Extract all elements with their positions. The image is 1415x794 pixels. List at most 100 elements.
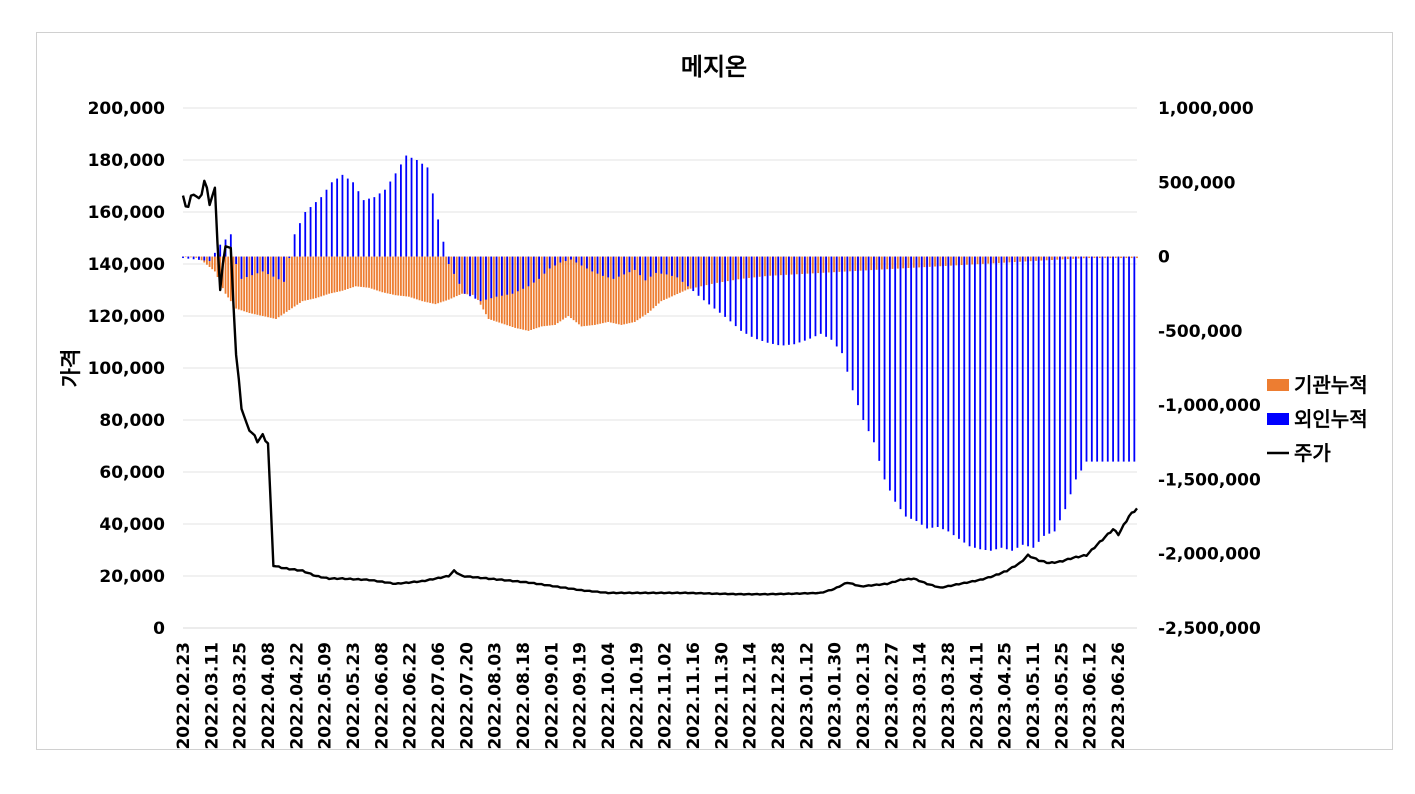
institution-bar xyxy=(423,256,426,302)
institution-bar xyxy=(259,256,261,316)
foreign-bar xyxy=(378,193,381,257)
institution-bar xyxy=(261,256,264,316)
institution-bar xyxy=(607,256,610,322)
institution-bar xyxy=(235,256,238,309)
foreign-bar xyxy=(1059,256,1061,521)
institution-bar xyxy=(641,256,644,317)
institution-bar xyxy=(960,256,963,266)
institution-bar xyxy=(554,256,556,325)
institution-bar xyxy=(599,256,602,324)
foreign-bar xyxy=(474,256,477,299)
institution-bar xyxy=(445,256,447,301)
institution-bar xyxy=(966,256,968,265)
y2-tick-label: -1,500,000 xyxy=(1158,470,1261,490)
institution-bar xyxy=(1045,256,1048,261)
foreign-bar xyxy=(357,191,360,257)
foreign-bar xyxy=(931,256,934,528)
institution-bar xyxy=(477,256,479,300)
institution-bar xyxy=(514,256,517,328)
foreign-bar xyxy=(485,256,487,300)
institution-bar xyxy=(373,256,376,290)
institution-bar xyxy=(849,256,851,272)
foreign-bar xyxy=(187,256,190,259)
institution-bar xyxy=(785,256,788,275)
institution-bar xyxy=(200,256,203,261)
institution-bar xyxy=(1067,256,1069,260)
foreign-bar xyxy=(384,189,386,257)
institution-bar xyxy=(570,256,572,319)
institution-bar xyxy=(415,256,418,300)
institution-bar xyxy=(482,256,485,310)
institution-bar xyxy=(612,256,615,324)
x-axis: 2022.02.23 2022.03.11 2022.03.25 2022.04.08… xyxy=(174,642,1129,750)
institution-bar xyxy=(631,256,633,323)
institution-bar xyxy=(330,256,333,294)
foreign-bar xyxy=(442,241,445,257)
y-tick-label: 0 xyxy=(153,619,165,639)
foreign-bar xyxy=(1096,256,1099,462)
institution-bar xyxy=(285,256,288,312)
institution-bar xyxy=(434,256,437,305)
institution-bar xyxy=(896,256,899,269)
institution-bar xyxy=(272,256,275,319)
institution-bar xyxy=(580,256,583,327)
institution-bar xyxy=(774,256,777,276)
x-tick-label: 2022.10.19 xyxy=(627,642,647,750)
foreign-bar xyxy=(495,256,498,297)
foreign-bar xyxy=(676,256,679,278)
institution-bar xyxy=(227,256,230,298)
foreign-bar xyxy=(548,256,551,269)
institution-bar xyxy=(716,256,719,283)
institution-bar xyxy=(208,256,211,267)
foreign-bar xyxy=(697,256,700,296)
institution-bar xyxy=(392,256,394,295)
institution-bar xyxy=(394,256,397,296)
y2-tick-label: -2,500,000 xyxy=(1158,619,1261,639)
foreign-bar xyxy=(830,256,833,340)
foreign-bar xyxy=(803,256,806,341)
foreign-bar xyxy=(506,256,509,295)
left-axis: 200,000 180,000 160,000 140,000 120,000 100,0… xyxy=(88,99,166,639)
institution-bar xyxy=(397,256,400,296)
foreign-bar xyxy=(203,256,206,261)
foreign-bar xyxy=(336,178,339,257)
institution-bar xyxy=(806,256,809,274)
x-tick-label: 2022.10.04 xyxy=(599,642,619,750)
foreign-bar xyxy=(341,174,344,257)
institution-bar xyxy=(384,256,386,293)
foreign-bar xyxy=(330,182,333,257)
institution-bar xyxy=(655,256,657,306)
x-tick-label: 2023.02.27 xyxy=(882,642,902,750)
foreign-bar xyxy=(1074,256,1077,480)
institution-bar xyxy=(551,256,554,326)
institution-bar xyxy=(1109,256,1112,259)
institution-bar xyxy=(312,256,315,299)
foreign-bar xyxy=(809,256,812,339)
x-tick-label: 2023.03.14 xyxy=(911,642,931,750)
institution-bar xyxy=(466,256,469,295)
x-tick-label: 2022.11.30 xyxy=(712,642,732,750)
institution-bar xyxy=(753,256,756,278)
foreign-bar xyxy=(920,256,923,525)
institution-bar xyxy=(216,256,219,277)
foreign-bar xyxy=(766,256,769,343)
institution-bar xyxy=(546,256,548,326)
institution-bar xyxy=(229,256,232,302)
foreign-bar xyxy=(750,256,753,337)
institution-bar xyxy=(437,256,440,304)
foreign-bar xyxy=(575,256,578,263)
institution-bar xyxy=(362,256,365,288)
institution-bar xyxy=(971,256,974,265)
foreign-bar xyxy=(1032,256,1035,548)
foreign-bar xyxy=(1048,256,1051,534)
institution-bar xyxy=(365,256,368,288)
institution-bar xyxy=(498,256,501,323)
foreign-bar xyxy=(798,256,801,343)
foreign-bar xyxy=(564,256,567,262)
institution-bar xyxy=(1008,256,1011,263)
institution-bar xyxy=(354,256,357,287)
institution-bar xyxy=(301,256,304,302)
institution-bar xyxy=(328,256,331,294)
institution-bar xyxy=(1088,256,1091,259)
institution-bar xyxy=(700,256,703,287)
